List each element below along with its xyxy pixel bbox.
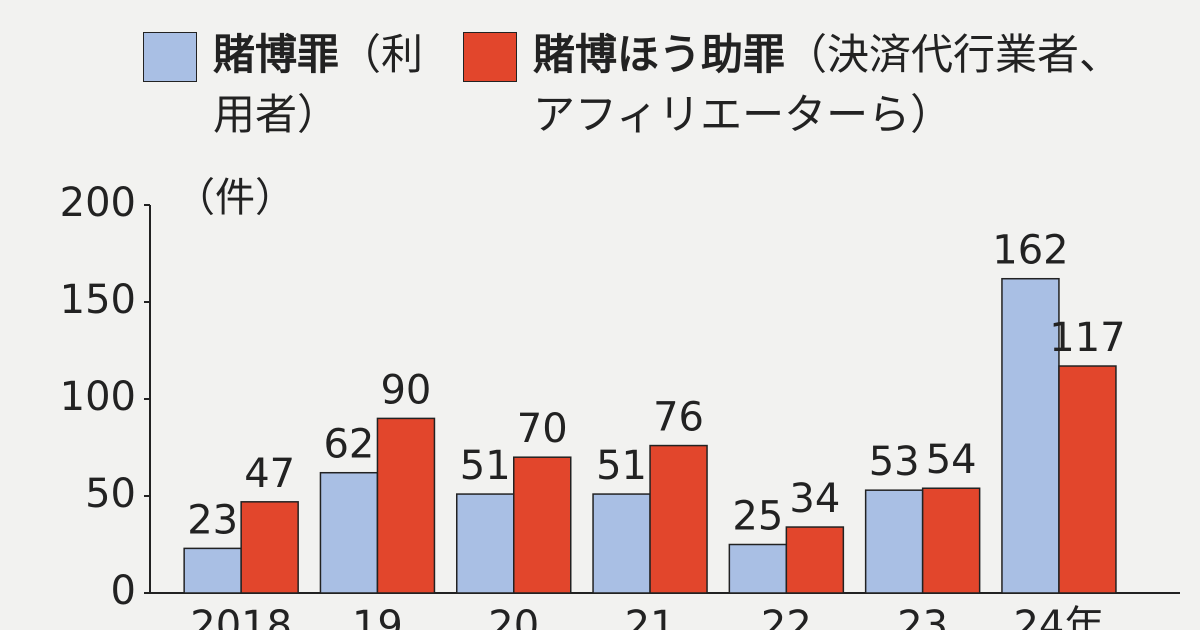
x-tick-label: 20 — [488, 603, 539, 630]
legend-note: （利用者） — [213, 30, 424, 139]
bar — [456, 493, 515, 594]
y-unit: （件） — [175, 175, 295, 221]
y-tick-label: 0 — [111, 568, 136, 614]
legend-entry: 賭博ほう助罪（決済代行業者、アフィリエーターら） — [533, 25, 1133, 145]
x-tick-label: 2018 — [190, 603, 292, 630]
x-tick-label: 21 — [625, 603, 676, 630]
value-label: 34 — [789, 476, 840, 522]
bar — [864, 489, 924, 594]
x-tick-label: 23 — [897, 603, 948, 630]
value-label: 53 — [869, 439, 920, 485]
x-tick-label: 22 — [761, 603, 812, 630]
value-label: 90 — [380, 367, 431, 413]
bar — [785, 526, 845, 594]
legend-label: 賭博罪 — [213, 30, 340, 79]
x-tick-label: 24年 — [1013, 603, 1104, 630]
bar — [376, 417, 436, 594]
value-label: 51 — [596, 443, 647, 489]
value-label: 70 — [517, 406, 568, 452]
bar — [1001, 277, 1060, 594]
legend-label: 賭博ほう助罪 — [533, 30, 786, 79]
value-label: 76 — [653, 395, 704, 441]
y-tick-label: 50 — [85, 471, 136, 517]
bar — [921, 487, 981, 594]
y-tick-label: 100 — [60, 374, 136, 420]
bar — [1058, 365, 1117, 594]
legend-swatch — [143, 32, 197, 82]
value-label: 54 — [926, 437, 977, 483]
value-label: 47 — [244, 451, 295, 497]
bar — [649, 444, 708, 594]
value-label: 162 — [992, 228, 1068, 274]
bar — [592, 493, 651, 594]
x-tick-label: 19 — [352, 603, 403, 630]
value-label: 62 — [323, 422, 374, 468]
value-label: 117 — [1049, 315, 1125, 361]
value-label: 25 — [732, 494, 783, 540]
value-label: 51 — [460, 443, 511, 489]
value-label: 23 — [187, 497, 238, 543]
bar — [319, 471, 379, 594]
legend-entry: 賭博罪（利用者） — [213, 25, 433, 145]
bar — [183, 547, 242, 594]
bar — [240, 501, 299, 594]
y-tick-label: 200 — [60, 180, 136, 226]
legend-swatch — [463, 32, 517, 82]
y-tick-label: 150 — [60, 277, 136, 323]
legend-note: （決済代行業者、アフィリエーターら） — [533, 30, 1122, 139]
bar — [728, 543, 788, 594]
bar — [513, 456, 572, 594]
